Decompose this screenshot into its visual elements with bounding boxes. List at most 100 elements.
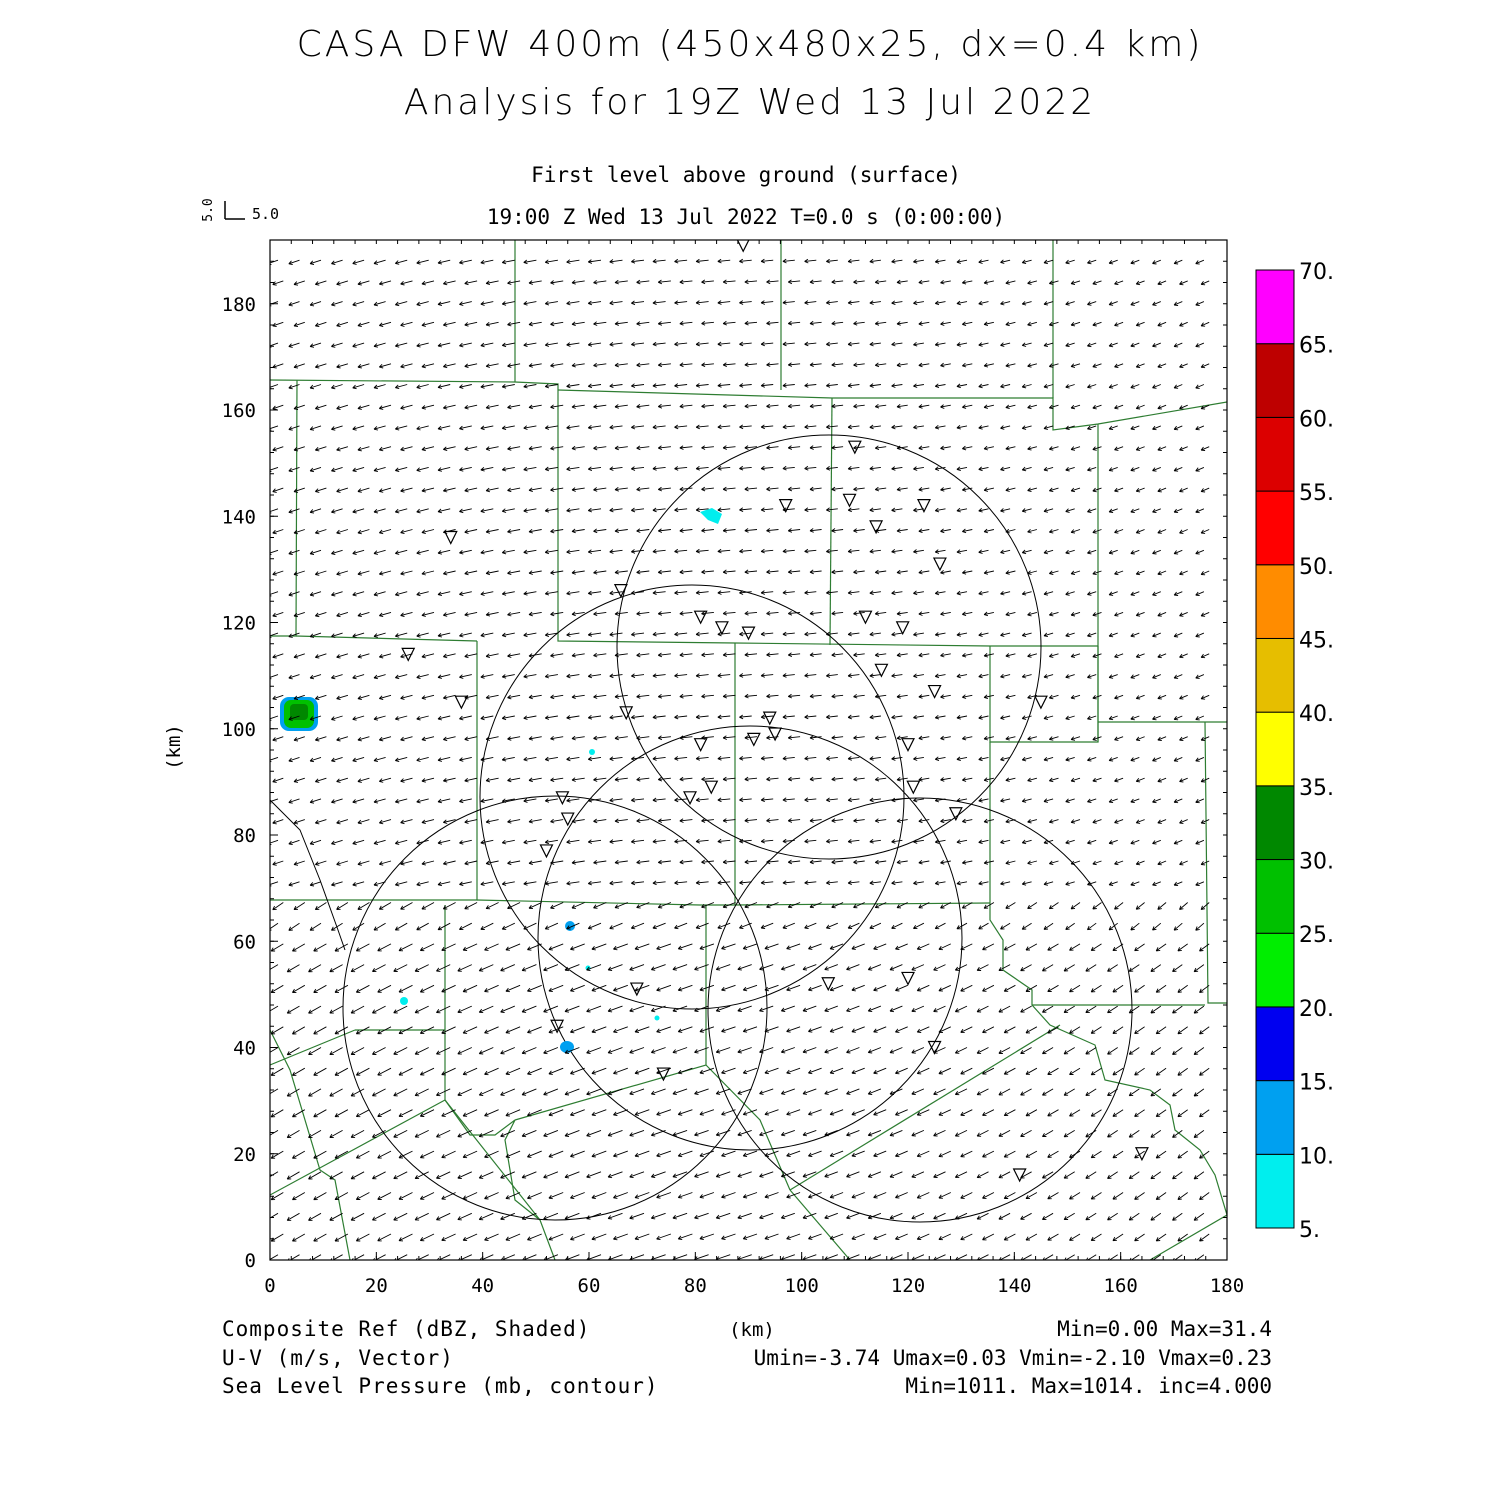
- station-triangle-icon: [1033, 695, 1048, 710]
- colorbar-label: 35.: [1299, 776, 1334, 801]
- station-triangle-icon: [736, 240, 750, 253]
- x-tick-label: 60: [578, 1275, 601, 1297]
- station-triangle-icon: [613, 584, 628, 598]
- station-triangle-icon: [683, 791, 697, 806]
- station-triangle-icon: [629, 982, 644, 997]
- colorbar-label: 40.: [1299, 702, 1334, 727]
- colorbar-segment: [1255, 564, 1295, 639]
- x-axis-label: (km): [729, 1319, 775, 1341]
- colorbar-segment: [1255, 711, 1295, 787]
- station-triangle-icon: [741, 626, 756, 641]
- station-triangle-icon: [656, 1067, 671, 1082]
- colorbar-segment: [1255, 416, 1295, 492]
- wind-vector-arrows: [270, 258, 1210, 1260]
- station-triangle-icon: [619, 706, 634, 721]
- colorbar-label: 20.: [1299, 997, 1334, 1022]
- station-triangle-icon: [704, 780, 719, 795]
- colorbar-segment: [1255, 269, 1295, 345]
- y-tick-label: 40: [233, 1038, 256, 1060]
- y-tick-label: 0: [245, 1250, 256, 1272]
- y-tick-label: 100: [222, 719, 256, 741]
- y-tick-label: 120: [222, 613, 256, 635]
- station-triangle-icon: [895, 621, 910, 636]
- station-markers: [401, 240, 1149, 1183]
- reference-u-label: 5.0: [252, 205, 279, 223]
- station-triangle-icon: [1012, 1168, 1027, 1183]
- station-triangle-icon: [550, 1019, 565, 1034]
- x-tick-label: 160: [1104, 1275, 1138, 1297]
- colorbar: 5. 10. 15. 20. 25. 30. 35. 40. 45. 50. 55. 60. 65. 70…: [1255, 260, 1334, 1243]
- station-triangle-icon: [858, 610, 873, 625]
- plot-frame: [269, 239, 1228, 1261]
- station-triangle-icon: [916, 499, 931, 513]
- colorbar-segment: [1255, 490, 1295, 566]
- station-triangle-icon: [927, 1040, 942, 1055]
- station-triangle-icon: [874, 663, 889, 678]
- station-triangle-icon: [948, 807, 963, 822]
- station-triangle-icon: [869, 520, 884, 535]
- colorbar-label: 65.: [1299, 334, 1334, 359]
- colorbar-segment: [1255, 932, 1295, 1008]
- station-triangle-icon: [768, 727, 783, 742]
- reference-v-label: 5.0: [201, 198, 216, 221]
- colorbar-segment: [1255, 1006, 1295, 1082]
- chart-subtitle: Analysis for 19Z Wed 13 Jul 2022: [403, 82, 1097, 123]
- echo-cell-north: [700, 508, 722, 524]
- level-label: First level above ground (surface): [531, 163, 961, 187]
- colorbar-label: 45.: [1299, 628, 1334, 653]
- x-tick-label: 20: [365, 1275, 388, 1297]
- colorbar-segment: [1255, 1080, 1295, 1155]
- station-triangle-icon: [821, 977, 836, 992]
- footer-wind-range: Umin=-3.74 Umax=0.03 Vmin=-2.10 Vmax=0.2…: [754, 1346, 1272, 1370]
- footer-vector-field: U-V (m/s, Vector): [222, 1346, 454, 1370]
- colorbar-label: 5.: [1299, 1218, 1320, 1243]
- map-layers: [270, 240, 1227, 1260]
- station-triangle-icon: [842, 493, 857, 508]
- reflectivity-echoes: [280, 508, 722, 1053]
- station-triangle-icon: [693, 610, 708, 625]
- footer-reflectivity-range: Min=0.00 Max=31.4: [1057, 1317, 1272, 1341]
- county-boundaries: [270, 240, 1227, 1260]
- station-triangle-icon: [555, 791, 570, 806]
- radar-range-circles: [270, 434, 1133, 1223]
- y-tick-label: 20: [233, 1144, 256, 1166]
- y-tick-label: 60: [233, 931, 256, 953]
- y-tick-label: 160: [222, 400, 256, 422]
- station-triangle-icon: [901, 971, 915, 986]
- station-triangle-icon: [778, 499, 793, 513]
- station-triangle-icon: [762, 711, 777, 726]
- station-triangle-icon: [443, 530, 458, 545]
- x-tick-label: 40: [471, 1275, 494, 1297]
- station-triangle-icon: [693, 738, 708, 753]
- wind-vectors: [270, 258, 1210, 1260]
- colorbar-label: 50.: [1299, 555, 1334, 580]
- footer-pressure-range: Min=1011. Max=1014. inc=4.000: [905, 1374, 1272, 1398]
- valid-time-label: 19:00 Z Wed 13 Jul 2022 T=0.0 s (0:00:00…: [487, 205, 1005, 229]
- station-triangle-icon: [746, 732, 761, 747]
- colorbar-label: 25.: [1299, 923, 1334, 948]
- colorbar-segment: [1255, 637, 1295, 713]
- station-triangle-icon: [932, 557, 947, 572]
- x-tick-label: 120: [891, 1275, 925, 1297]
- reference-vector-key: 5.0 5.0: [201, 198, 279, 223]
- footer-shaded-field: Composite Ref (dBZ, Shaded): [222, 1317, 590, 1341]
- station-triangle-icon: [714, 621, 729, 636]
- station-triangle-icon: [906, 780, 921, 795]
- station-triangle-icon: [454, 695, 469, 710]
- colorbar-segment: [1255, 343, 1295, 418]
- colorbar-segment: [1255, 785, 1295, 861]
- station-triangle-icon: [401, 647, 416, 662]
- colorbar-label: 60.: [1299, 407, 1334, 432]
- station-triangle-icon: [901, 738, 915, 753]
- station-triangle-icon: [927, 684, 942, 699]
- y-axis-label: (km): [163, 724, 185, 770]
- colorbar-segment: [1255, 1153, 1295, 1229]
- station-triangle-icon: [1134, 1147, 1149, 1162]
- echo-cell-south: [560, 1041, 574, 1053]
- station-triangle-icon: [560, 812, 575, 827]
- y-tick-label: 180: [222, 294, 256, 316]
- x-tick-label: 140: [997, 1275, 1031, 1297]
- x-tick-label: 100: [785, 1275, 819, 1297]
- colorbar-label: 15.: [1299, 1071, 1334, 1096]
